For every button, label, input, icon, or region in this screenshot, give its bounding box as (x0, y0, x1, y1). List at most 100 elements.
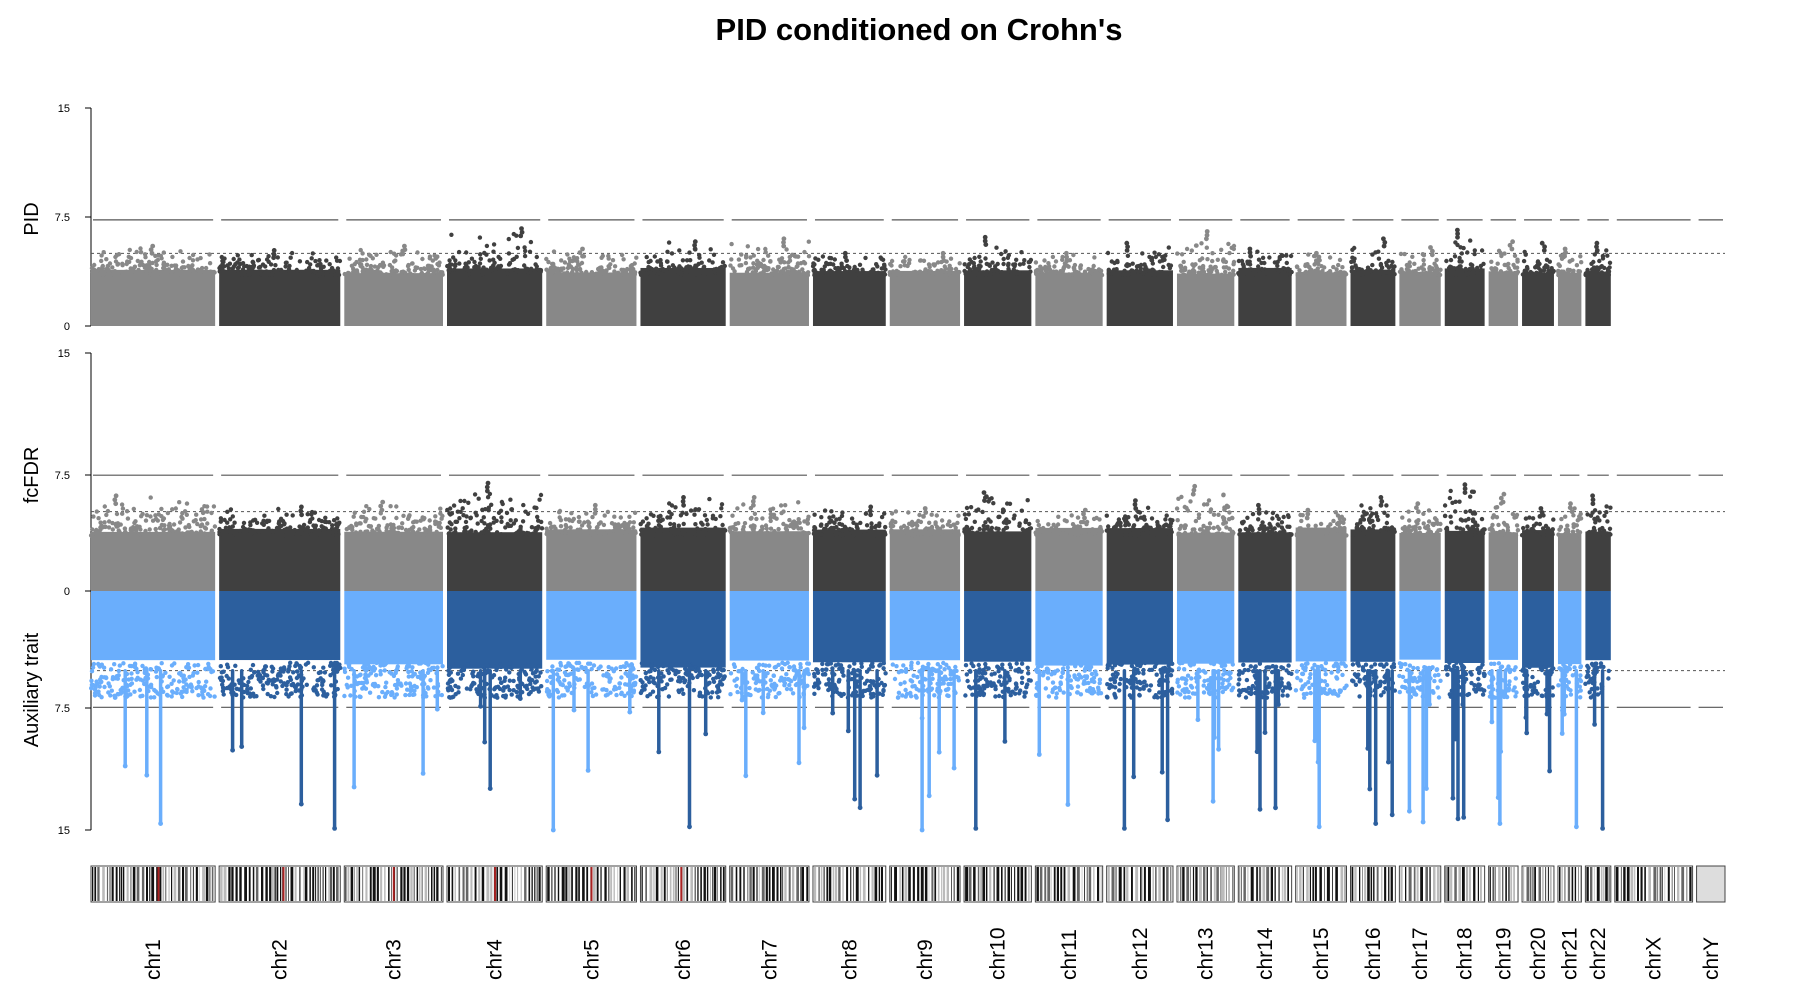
pid-point (995, 271, 1000, 276)
aux-point (256, 677, 261, 682)
pid-peak-point (1124, 248, 1130, 253)
fcfdr-point (688, 508, 694, 513)
aux-point (924, 665, 929, 671)
pid-point (220, 262, 225, 267)
aux-point (523, 672, 529, 677)
pid-point (1071, 265, 1077, 270)
pid-point (1078, 263, 1084, 268)
fcfdr-chr4-body (446, 532, 543, 591)
pid-point (324, 258, 329, 263)
pid-point (716, 272, 722, 278)
pid-point (561, 266, 566, 271)
aux-point (248, 667, 253, 672)
pid-point (730, 272, 736, 278)
aux-point (812, 674, 817, 679)
fcfdr-point (787, 517, 792, 523)
pid-point (600, 253, 605, 259)
pid-point (384, 272, 389, 277)
fcfdr-point (684, 511, 689, 517)
pid-point (538, 269, 543, 274)
pid-point (900, 259, 906, 264)
fcfdr-point (437, 520, 442, 526)
pid-point (1515, 259, 1520, 264)
aux-point (550, 664, 555, 669)
pid-point (751, 265, 756, 270)
pid-point (730, 266, 736, 271)
pid-point (1042, 258, 1047, 263)
fcfdr-point (394, 515, 399, 521)
pid-point (389, 265, 395, 270)
pid-chr20-body (1522, 272, 1554, 326)
pid-peak-point (402, 243, 407, 249)
aux-point (382, 694, 388, 699)
aux-point (931, 667, 936, 672)
pid-point (1226, 266, 1232, 271)
aux-point (968, 686, 974, 691)
pid-point (514, 233, 519, 238)
aux-point (226, 676, 231, 681)
fcfdr-point (1025, 498, 1030, 503)
fcfdr-point (747, 531, 752, 536)
pid-peak-point (1429, 252, 1435, 258)
aux-point (1022, 690, 1027, 695)
pid-point (1438, 267, 1443, 272)
pid-point (763, 265, 769, 270)
aux-point (484, 662, 490, 667)
pid-point (475, 269, 480, 274)
pid-point (1544, 257, 1550, 262)
pid-point (1459, 251, 1465, 256)
pid-peak-point (271, 255, 276, 261)
pid-point (687, 250, 692, 255)
pid-point (231, 264, 237, 269)
pid-point (99, 253, 104, 258)
aux-point (169, 663, 175, 668)
pid-point (1105, 250, 1111, 256)
fcfdr-point (176, 530, 181, 535)
aux-point (110, 675, 116, 680)
fcfdr-point (964, 524, 969, 530)
pid-point (1504, 270, 1510, 275)
pid-point (1534, 263, 1540, 269)
pid-point (203, 265, 209, 271)
aux-point (116, 668, 122, 674)
pid-point (207, 252, 212, 257)
pid-point (269, 272, 275, 277)
pid-point (1467, 266, 1473, 272)
fcfdr-point (411, 520, 416, 525)
aux-point (847, 664, 852, 669)
fcfdr-point (539, 526, 545, 531)
aux-chr8-body (812, 591, 886, 663)
pid-chr18-body (1444, 268, 1485, 326)
pid-point (1432, 261, 1437, 266)
aux-point (898, 681, 903, 687)
pid-point (364, 257, 369, 262)
pid-point (1334, 267, 1339, 272)
aux-point (539, 684, 544, 689)
pid-point (505, 271, 510, 276)
fcfdr-point (882, 530, 887, 535)
pid-point (525, 266, 530, 272)
fcfdr-point (586, 523, 591, 528)
aux-point (826, 677, 832, 682)
aux-point (538, 670, 543, 675)
fcfdr-point (466, 500, 471, 505)
aux-point (715, 667, 721, 672)
pid-point (263, 264, 268, 269)
fcfdr-point (1028, 526, 1034, 531)
pid-point (406, 262, 411, 268)
pid-point (1472, 251, 1477, 257)
pid-point (138, 250, 144, 255)
pid-point (235, 260, 240, 265)
fcfdr-point (203, 526, 209, 531)
fcfdr-point (481, 515, 486, 520)
pid-point (544, 256, 549, 262)
fcfdr-point (499, 515, 504, 520)
fcfdr-point (254, 520, 260, 525)
aux-point (766, 692, 771, 697)
aux-point (716, 695, 721, 700)
aux-peak-point (852, 796, 858, 802)
fcfdr-point (232, 520, 237, 525)
pid-point (1259, 271, 1265, 276)
fcfdr-peak-point (981, 490, 987, 495)
pid-point (1446, 265, 1452, 271)
